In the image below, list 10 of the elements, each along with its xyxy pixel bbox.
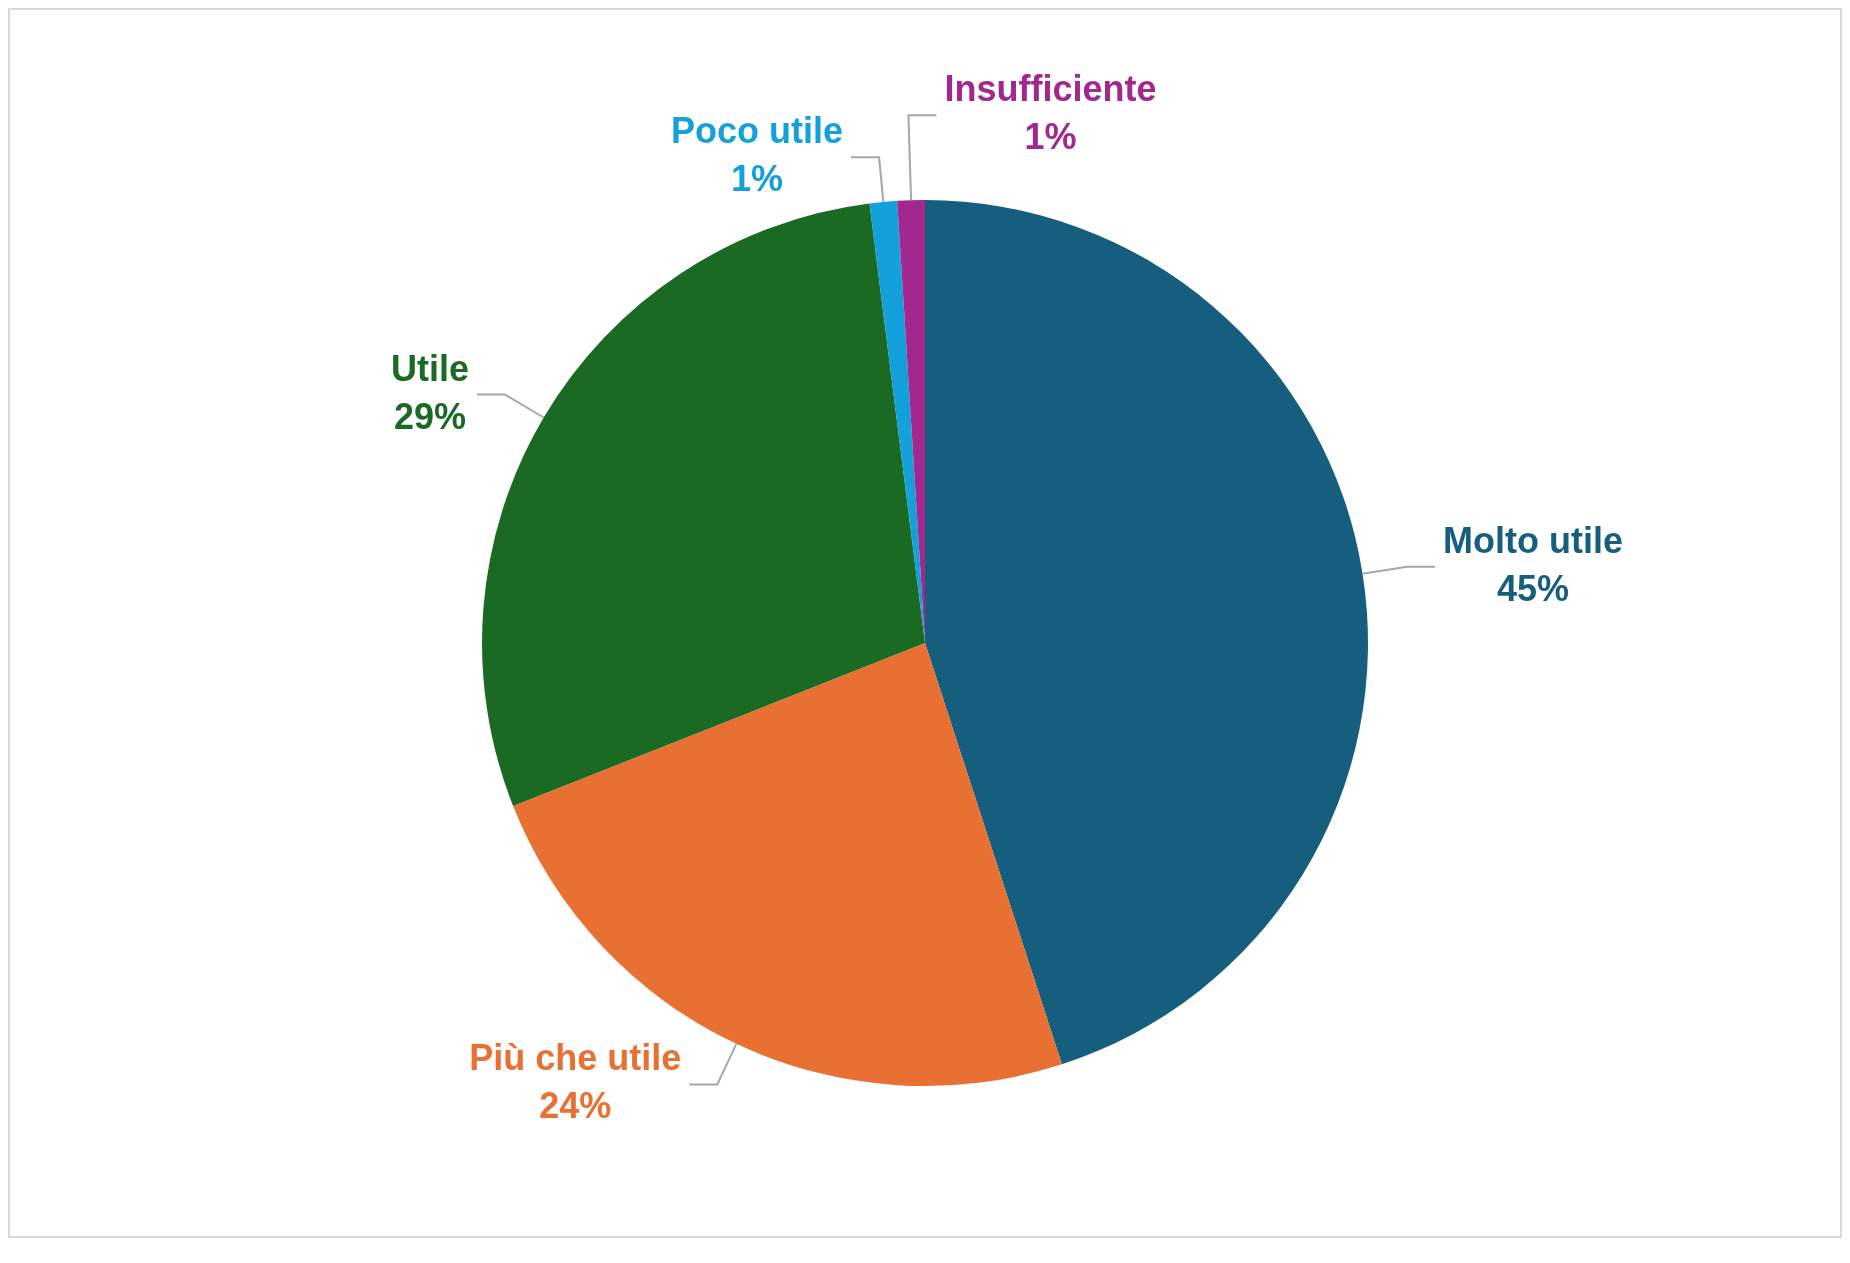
data-label: 24% bbox=[539, 1085, 612, 1127]
slice-label: Molto utile bbox=[1442, 519, 1623, 561]
data-label: 1% bbox=[1024, 116, 1077, 158]
slice-label: Utile bbox=[390, 347, 469, 389]
slice-label: Più che utile bbox=[469, 1037, 682, 1079]
data-label: 45% bbox=[1496, 567, 1570, 609]
data-label: 1% bbox=[731, 158, 784, 200]
slice-label: Poco utile bbox=[671, 110, 844, 152]
data-label: 29% bbox=[393, 395, 466, 437]
slice-label: Insufficiente bbox=[944, 68, 1157, 110]
